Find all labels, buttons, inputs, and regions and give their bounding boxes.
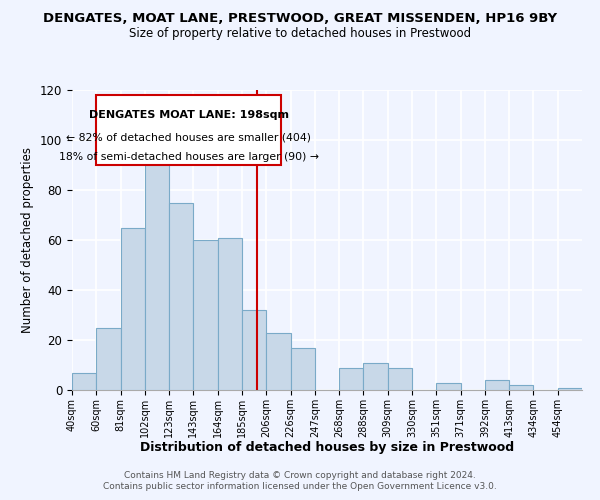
Text: Size of property relative to detached houses in Prestwood: Size of property relative to detached ho… xyxy=(129,28,471,40)
Bar xyxy=(242,310,266,390)
Bar xyxy=(72,372,96,390)
Text: Contains public sector information licensed under the Open Government Licence v3: Contains public sector information licen… xyxy=(103,482,497,491)
Bar xyxy=(485,380,509,390)
Text: ← 82% of detached houses are smaller (404): ← 82% of detached houses are smaller (40… xyxy=(66,132,311,142)
Bar xyxy=(96,328,121,390)
Y-axis label: Number of detached properties: Number of detached properties xyxy=(22,147,34,333)
Bar xyxy=(121,228,145,390)
Text: 18% of semi-detached houses are larger (90) →: 18% of semi-detached houses are larger (… xyxy=(59,152,319,162)
Text: DENGATES, MOAT LANE, PRESTWOOD, GREAT MISSENDEN, HP16 9BY: DENGATES, MOAT LANE, PRESTWOOD, GREAT MI… xyxy=(43,12,557,26)
Bar xyxy=(364,362,388,390)
Bar xyxy=(169,202,193,390)
Bar xyxy=(509,385,533,390)
Bar xyxy=(558,388,582,390)
Text: DENGATES MOAT LANE: 198sqm: DENGATES MOAT LANE: 198sqm xyxy=(89,110,289,120)
Bar xyxy=(266,332,290,390)
Bar xyxy=(145,155,169,390)
Text: Distribution of detached houses by size in Prestwood: Distribution of detached houses by size … xyxy=(140,441,514,454)
Bar xyxy=(339,368,364,390)
Bar xyxy=(388,368,412,390)
Bar xyxy=(436,382,461,390)
Text: Contains HM Land Registry data © Crown copyright and database right 2024.: Contains HM Land Registry data © Crown c… xyxy=(124,471,476,480)
Bar xyxy=(290,348,315,390)
Bar xyxy=(218,238,242,390)
Bar xyxy=(193,240,218,390)
FancyBboxPatch shape xyxy=(96,95,281,165)
